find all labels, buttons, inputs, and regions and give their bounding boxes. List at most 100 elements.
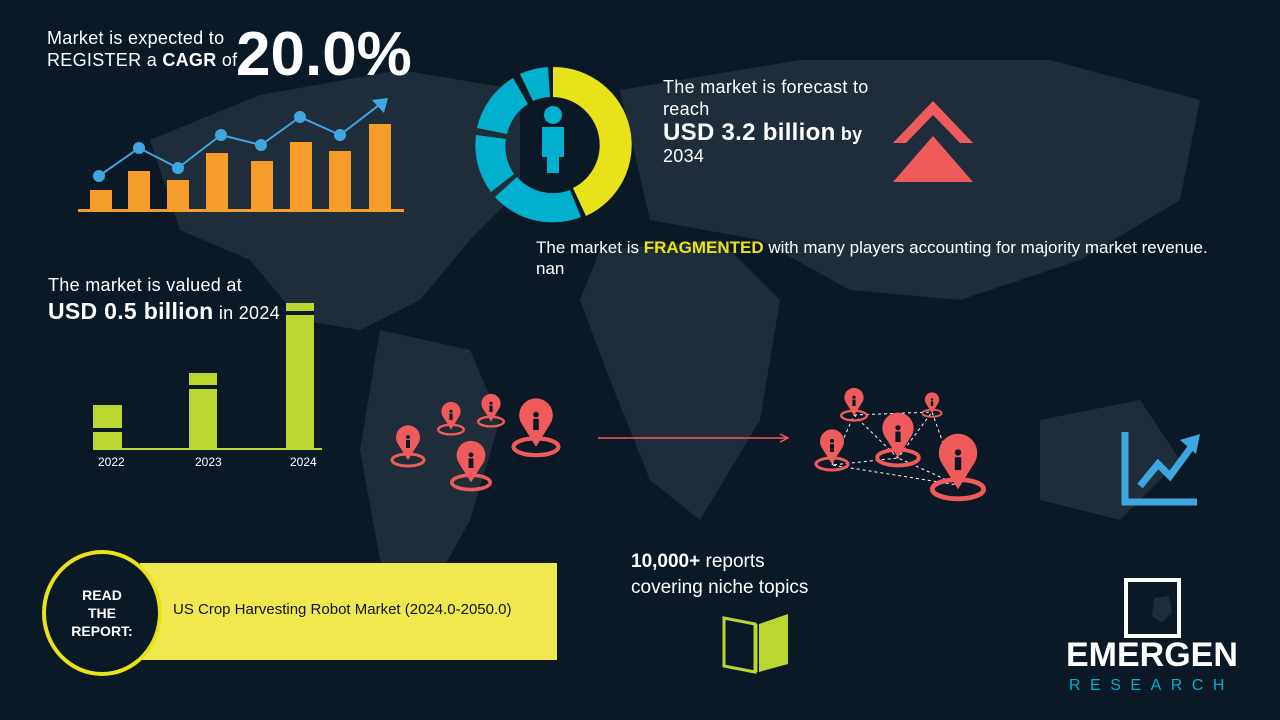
emergen-logo-mark [1124, 578, 1181, 638]
growth-bar [251, 161, 273, 210]
forecast-text: The market is forecast to reach USD 3.2 … [663, 76, 869, 167]
value-bar [93, 405, 122, 448]
pin-person-body [489, 405, 493, 412]
fragmented-text: The market is FRAGMENTED with many playe… [536, 237, 1216, 279]
logo-sub: RESEARCH [1069, 677, 1234, 694]
report-title-link[interactable]: US Crop Harvesting Robot Market (2024.0-… [173, 601, 512, 618]
growth-bar [329, 151, 351, 210]
logo-name: EMERGEN [1066, 636, 1238, 674]
pin-person-body [852, 399, 856, 406]
fragmented-highlight: FRAGMENTED [643, 238, 764, 257]
location-pin-icon [449, 440, 493, 492]
donut-yellow-segment [553, 66, 632, 216]
valued-post: in 2024 [213, 303, 280, 323]
location-pin-icon [390, 425, 426, 468]
growth-dot [294, 111, 306, 123]
read-report-banner[interactable]: US Crop Harvesting Robot Market (2024.0-… [140, 563, 557, 660]
pin-person-body [449, 413, 453, 420]
growth-bar [90, 190, 112, 210]
location-pin-icon [929, 433, 987, 502]
growth-dot [255, 139, 267, 151]
year-label: 2022 [98, 455, 125, 469]
pin-person-body [533, 418, 539, 430]
donut-cyan-segment [520, 67, 550, 101]
read-report-circle: READ THE REPORT: [42, 550, 162, 676]
pin-person-head [930, 398, 934, 401]
pin-person-body [895, 431, 901, 442]
donut-person-icon [475, 66, 632, 223]
location-pin-icon [839, 387, 869, 422]
cagr-line2-post: of [216, 50, 238, 70]
year-label: 2024 [290, 455, 317, 469]
pin-person-head [449, 409, 453, 413]
read-label: REPORT: [71, 623, 133, 639]
cagr-line1: Market is expected to [47, 28, 225, 48]
value-bar [286, 303, 314, 448]
cagr-line2-pre: REGISTER a [47, 50, 163, 70]
growth-line [98, 101, 384, 177]
valued-text: The market is valued at USD 0.5 billion … [48, 274, 280, 324]
location-pin-icon [476, 393, 506, 428]
pin-person-head [895, 425, 901, 431]
reports-line1: 10,000+ reports [631, 549, 808, 575]
forecast-line2: reach [663, 99, 710, 119]
read-label: THE [88, 605, 116, 621]
reports-count: 10,000+ [631, 551, 701, 572]
pin-person-head [533, 411, 539, 418]
reports-word: reports [700, 551, 765, 572]
donut-cyan-segment [475, 135, 514, 192]
location-pin-icon [875, 412, 921, 468]
trend-up-icon [1121, 432, 1200, 506]
growth-baseline [78, 209, 404, 212]
location-pin-icon [511, 398, 561, 458]
cagr-value: 20.0% [236, 20, 412, 89]
growth-dot [133, 142, 145, 154]
cagr-label: CAGR [162, 50, 217, 70]
pin-person-body [954, 457, 962, 470]
person-head [544, 106, 562, 124]
pin-person-head [830, 439, 834, 443]
chevron-up-icon [893, 101, 973, 182]
pin-person-head [406, 435, 410, 439]
cagr-line2: REGISTER a CAGR of [47, 49, 237, 71]
pin-person-head [468, 452, 474, 458]
forecast-line1: The market is forecast to [663, 77, 869, 97]
arrow-head-icon [779, 433, 790, 443]
forecast-value: USD 3.2 billion [663, 119, 836, 146]
book-icon [722, 614, 788, 674]
location-pin-icon [436, 401, 466, 436]
growth-bar [206, 153, 228, 210]
pin-person-body [468, 458, 474, 468]
forecast-year: 2034 [663, 146, 705, 166]
reports-line2: covering niche topics [631, 577, 809, 598]
valued-line1: The market is valued at [48, 275, 242, 295]
donut-cyan-segment [495, 177, 581, 223]
growth-bar [128, 171, 150, 210]
growth-dot [334, 129, 346, 141]
growth-bar [290, 142, 312, 210]
pin-person-head [954, 449, 962, 456]
growth-dot [215, 129, 227, 141]
baseline [93, 448, 322, 450]
pin-person-body [930, 401, 934, 406]
pin-person-body [406, 440, 410, 448]
forecast-by: by [835, 124, 863, 144]
fragmented-post: with many players accounting for majorit… [536, 238, 1208, 278]
valued-value: USD 0.5 billion [48, 298, 214, 324]
growth-chart-icon [78, 98, 404, 212]
growth-bar [369, 124, 391, 210]
person-body [542, 127, 564, 173]
growth-dot [93, 170, 105, 182]
growth-dot [172, 162, 184, 174]
cagr-text: Market is expected to REGISTER a CAGR of [47, 27, 237, 71]
pin-person-head [489, 401, 493, 405]
forecast-value-line: USD 3.2 billion by [663, 119, 869, 146]
location-pin-icon [814, 429, 850, 472]
pin-person-head [852, 395, 856, 399]
year-label: 2023 [195, 455, 222, 469]
growth-bar [167, 180, 189, 210]
read-label: READ [82, 587, 122, 603]
valued-value-line: USD 0.5 billion in 2024 [48, 300, 280, 324]
